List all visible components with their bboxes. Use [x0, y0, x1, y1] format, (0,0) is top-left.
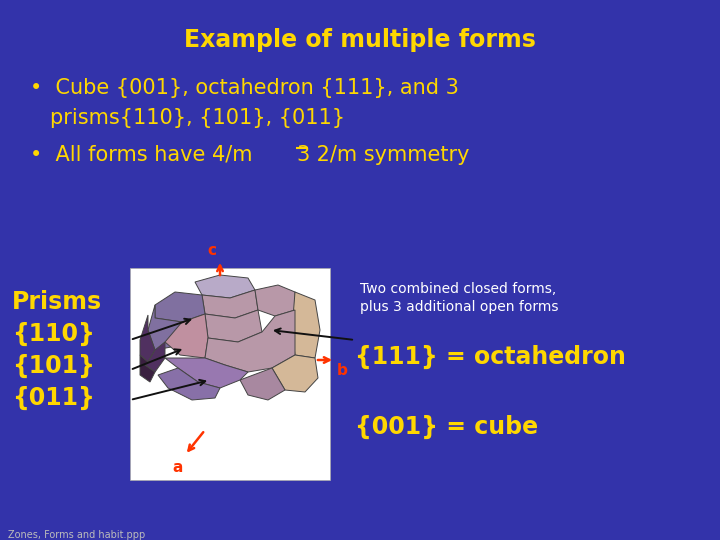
- Text: Prisms: Prisms: [12, 290, 102, 314]
- Text: {011}: {011}: [12, 386, 95, 410]
- Polygon shape: [158, 368, 220, 400]
- Text: 2/m symmetry: 2/m symmetry: [310, 145, 469, 165]
- Polygon shape: [148, 305, 182, 350]
- Polygon shape: [292, 292, 320, 358]
- Text: Zones, Forms and habit.ppp: Zones, Forms and habit.ppp: [8, 530, 145, 540]
- Polygon shape: [240, 368, 285, 400]
- Polygon shape: [205, 310, 295, 372]
- Polygon shape: [165, 358, 248, 388]
- Polygon shape: [140, 315, 155, 362]
- Polygon shape: [272, 355, 318, 392]
- Text: Example of multiple forms: Example of multiple forms: [184, 28, 536, 52]
- Text: Two combined closed forms,
plus 3 additional open forms: Two combined closed forms, plus 3 additi…: [360, 282, 559, 314]
- Text: {110}: {110}: [12, 322, 95, 346]
- Polygon shape: [205, 310, 262, 342]
- FancyBboxPatch shape: [130, 268, 330, 480]
- Polygon shape: [155, 292, 205, 322]
- Text: {001} = cube: {001} = cube: [355, 415, 538, 439]
- Polygon shape: [195, 275, 255, 298]
- Text: •  All forms have 4/m: • All forms have 4/m: [30, 145, 259, 165]
- Polygon shape: [202, 290, 258, 318]
- Polygon shape: [140, 355, 155, 382]
- Text: 3: 3: [296, 145, 310, 165]
- Text: •  Cube {001}, octahedron {111}, and 3: • Cube {001}, octahedron {111}, and 3: [30, 78, 459, 98]
- Polygon shape: [165, 314, 208, 358]
- Text: a: a: [172, 460, 182, 475]
- Polygon shape: [255, 285, 295, 316]
- Polygon shape: [145, 342, 165, 372]
- Text: b: b: [337, 363, 348, 378]
- Text: {111} = octahedron: {111} = octahedron: [355, 345, 626, 369]
- Text: c: c: [207, 243, 216, 258]
- Text: prisms{110}, {101}, {011}: prisms{110}, {101}, {011}: [50, 108, 345, 128]
- Text: {101}: {101}: [12, 354, 95, 378]
